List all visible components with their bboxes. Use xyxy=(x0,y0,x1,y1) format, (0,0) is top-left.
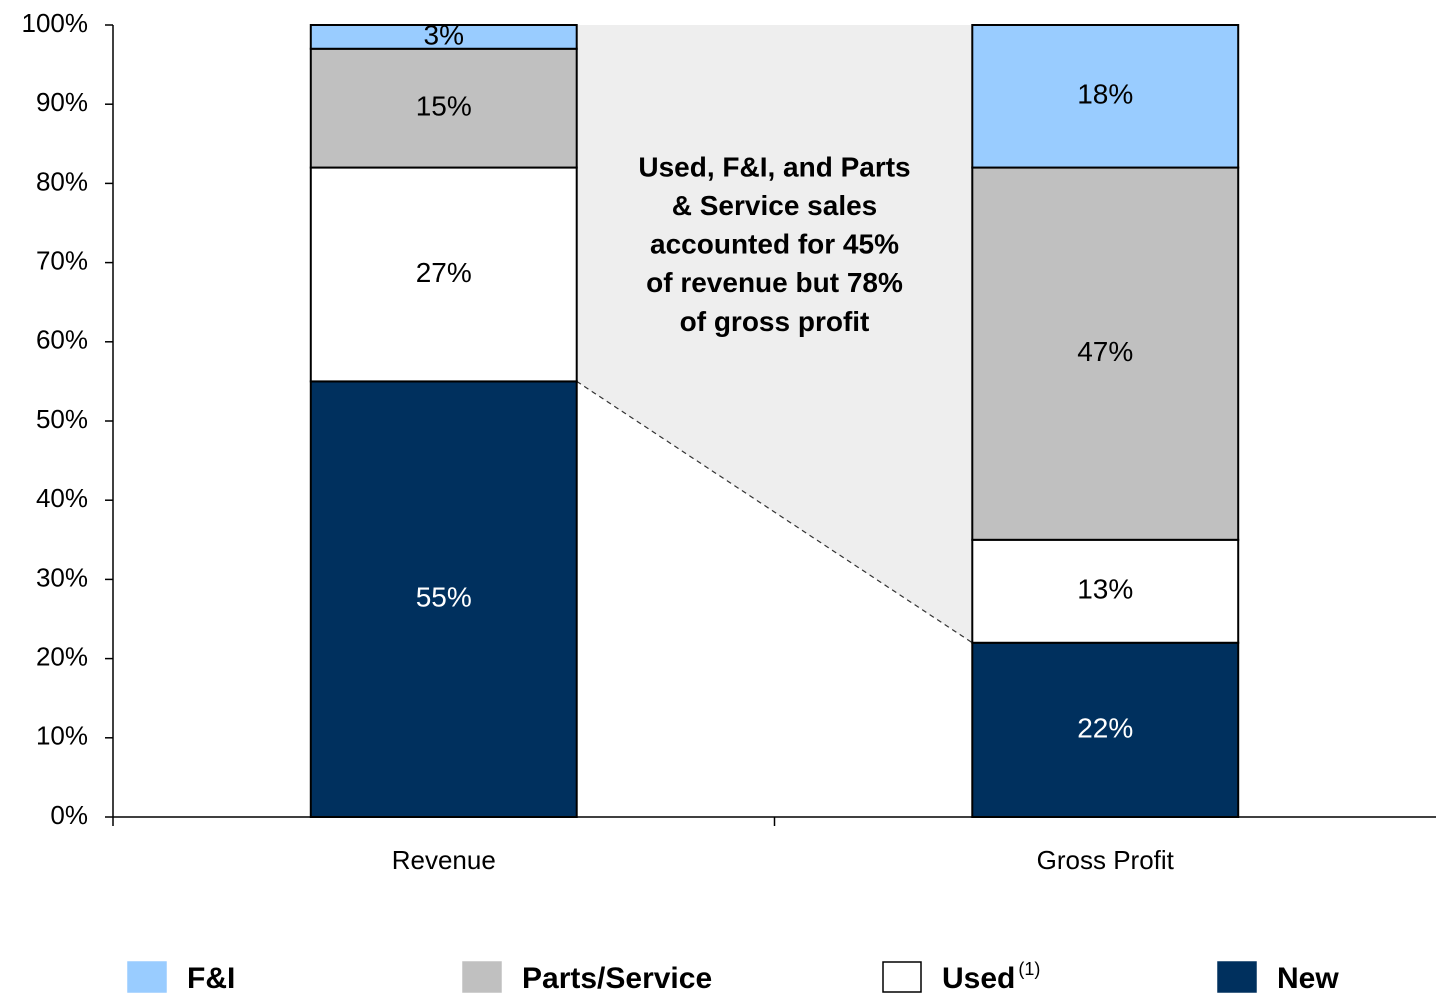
legend-swatch xyxy=(882,961,922,993)
callout-dashed-line xyxy=(576,380,973,644)
value-label: 47% xyxy=(1077,336,1133,367)
y-tick-label: 90% xyxy=(36,87,88,117)
annotation-line: of revenue but 78% xyxy=(646,267,903,298)
y-tick-label: 60% xyxy=(36,325,88,355)
annotation-line: & Service sales xyxy=(672,190,878,221)
y-tick-label: 50% xyxy=(36,404,88,434)
value-label: 27% xyxy=(416,257,472,288)
y-tick-label: 100% xyxy=(22,8,89,38)
y-tick-label: 20% xyxy=(36,641,88,671)
value-label: 15% xyxy=(416,91,472,122)
bar-segment xyxy=(971,24,1240,169)
annotation-line: Used, F&I, and Parts xyxy=(638,151,910,182)
value-label: 55% xyxy=(416,582,472,613)
legend-footnote: (1) xyxy=(1018,959,1040,979)
y-tick-label: 40% xyxy=(36,483,88,513)
y-tick-label: 70% xyxy=(36,245,88,275)
y-tick-label: 0% xyxy=(50,800,88,830)
bar-segment xyxy=(309,24,578,50)
y-tick-label: 80% xyxy=(36,166,88,196)
value-label: 18% xyxy=(1077,79,1133,110)
annotation-line: accounted for 45% xyxy=(650,229,899,260)
annotation-line: of gross profit xyxy=(680,306,870,337)
value-label: 22% xyxy=(1077,712,1133,743)
value-label: 13% xyxy=(1077,574,1133,605)
y-tick-label: 30% xyxy=(36,562,88,592)
legend-swatch xyxy=(1217,961,1257,993)
x-tick-label: Gross Profit xyxy=(1037,845,1175,875)
bar-segment xyxy=(309,166,578,383)
legend-label: Used xyxy=(942,962,1015,993)
x-tick-label: Revenue xyxy=(392,845,496,875)
legend-swatch xyxy=(462,961,502,993)
legend-label: Parts/Service xyxy=(522,962,712,993)
bar-segment xyxy=(309,380,578,818)
callout-layer xyxy=(576,25,973,644)
legend-swatch xyxy=(127,961,167,993)
y-tick-label: 10% xyxy=(36,721,88,751)
value-label: 3% xyxy=(424,19,464,50)
bar-segment xyxy=(309,47,578,169)
bar-segment xyxy=(971,166,1240,541)
callout-area xyxy=(576,25,973,643)
legend-label: New xyxy=(1277,962,1339,993)
legend-label: F&I xyxy=(187,962,235,993)
